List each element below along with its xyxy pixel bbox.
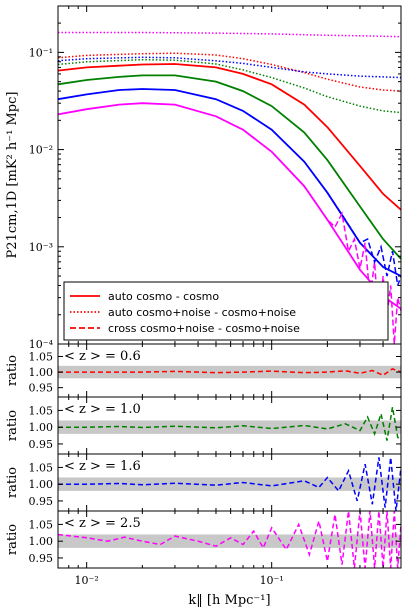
ratio-y-axis-title: ratio <box>5 355 20 386</box>
main-y-tick-label: 10⁻¹ <box>29 46 53 59</box>
ratio-series-0 <box>58 368 402 377</box>
legend-label: auto cosmo - cosmo <box>108 290 219 303</box>
axes-frame-4 <box>57 510 402 569</box>
main-series-4 <box>58 31 402 38</box>
ratio-y-tick-label: 0.95 <box>29 495 54 508</box>
ratio-y-tick-label: 1.05 <box>29 518 54 531</box>
ratio-series-3 <box>57 510 402 569</box>
main-series-7 <box>57 58 402 114</box>
redshift-annotation: < z > = 2.5 <box>64 516 141 531</box>
x-tick-label: 10⁻¹ <box>260 574 284 587</box>
ratio-y-axis-title: ratio <box>5 524 20 555</box>
ratio-y-tick-label: 1.00 <box>29 535 54 548</box>
ratio-band-3 <box>58 534 401 548</box>
x-axis-title: k‖ [h Mpc⁻¹] <box>188 593 270 608</box>
x-tick-label: 10⁻² <box>75 574 99 587</box>
main-y-tick-label: 10⁻² <box>29 144 53 157</box>
ratio-y-tick-label: 1.00 <box>29 421 54 434</box>
redshift-annotation: < z > = 0.6 <box>64 349 141 364</box>
legend-box <box>63 281 389 341</box>
ratio-y-tick-label: 1.00 <box>29 478 54 491</box>
ratio-y-tick-label: 1.05 <box>29 350 54 363</box>
main-series-0 <box>57 63 402 211</box>
ratio-y-tick-label: 1.00 <box>29 366 54 379</box>
legend-label: cross cosmo+noise - cosmo+noise <box>108 322 300 335</box>
ratio-y-tick-label: 0.95 <box>29 382 54 395</box>
legend-label: auto cosmo+noise - cosmo+noise <box>108 306 296 319</box>
ratio-y-tick-label: 0.95 <box>29 552 54 565</box>
main-series-6 <box>57 56 402 79</box>
main-series-9 <box>326 192 402 286</box>
main-series-5 <box>57 52 402 92</box>
ratio-series-1 <box>58 406 402 442</box>
redshift-annotation: < z > = 1.6 <box>64 459 141 474</box>
ratio-y-tick-label: 1.05 <box>29 404 54 417</box>
ratio-y-axis-title: ratio <box>5 410 20 441</box>
ratio-y-axis-title: ratio <box>5 467 20 498</box>
main-y-tick-label: 10⁻³ <box>29 241 53 254</box>
redshift-annotation: < z > = 1.0 <box>64 402 141 417</box>
main-series-3 <box>57 102 402 310</box>
main-y-axis-title: P21cm,1D [mK² h⁻¹ Mpc] <box>5 92 20 259</box>
main-series-8 <box>271 151 402 345</box>
ratio-y-tick-label: 0.95 <box>29 438 54 451</box>
ratio-y-tick-label: 1.05 <box>29 461 54 474</box>
ratio-series-2 <box>58 457 402 512</box>
main-series-1 <box>57 74 402 260</box>
main-y-tick-label: 10⁻⁴ <box>29 338 54 351</box>
